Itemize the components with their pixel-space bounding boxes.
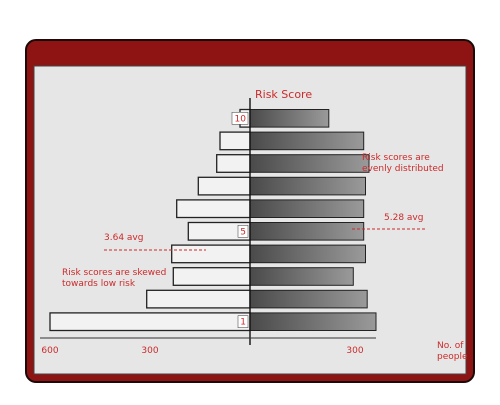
x-axis-label-line: No. of [437, 341, 464, 351]
bar-left-risk-2 [146, 289, 251, 309]
bar-left-risk-8 [216, 154, 251, 173]
x-tick-right: 300 [346, 346, 363, 356]
annotation-note-right: Risk scores are evenly distributed [362, 153, 444, 174]
category-tick-box [237, 315, 249, 329]
bar-left-risk-1 [49, 312, 251, 332]
annotation-line: Risk scores are [362, 153, 430, 163]
category-tick-box [231, 112, 249, 125]
bar-right-risk-8 [249, 154, 370, 173]
annotation-line: 5.28 avg [384, 213, 423, 223]
x-axis-label: No. of people [437, 341, 468, 362]
bar-left-risk-3 [172, 267, 251, 286]
category-tick-box [237, 225, 249, 238]
annotation-line: towards low risk [62, 279, 136, 289]
chart-title: Risk Score [255, 88, 312, 101]
annotation-line: evenly distributed [362, 164, 444, 174]
x-tick-left: 600 [41, 346, 58, 356]
annotation-line: Risk scores are skewed [62, 268, 166, 278]
bar-right-risk-7 [249, 176, 366, 196]
bar-right-risk-6 [249, 199, 365, 218]
category-tick-label: 10 [235, 114, 247, 124]
bar-left-risk-7 [197, 176, 251, 196]
bar-right-risk-2 [249, 289, 368, 309]
bar-left-risk-9 [219, 131, 251, 151]
x-tick-left: 300 [141, 346, 158, 356]
chart-labels: 10 5 1 Risk Score 600 300 300 No. of people 3.64 … [41, 88, 468, 362]
annotation-avg-left: 3.64 avg [104, 233, 143, 243]
bar-right-risk-4 [249, 244, 366, 264]
bar-right-risk-5 [249, 222, 365, 241]
bar-right-risk-3 [249, 267, 354, 286]
bar-right-risk-1 [249, 312, 377, 331]
annotation-avg-right: 5.28 avg [384, 213, 423, 223]
x-axis-label-line: people [437, 352, 468, 362]
bar-left-risk-6 [176, 199, 251, 219]
plot-area [40, 98, 377, 345]
category-tick-label: 5 [240, 227, 246, 237]
bar-left-risk-4 [171, 244, 251, 264]
category-tick-label: 1 [240, 318, 246, 328]
annotation-note-left: Risk scores are skewed towards low risk [62, 268, 166, 289]
annotation-line: 3.64 avg [104, 233, 143, 243]
bar-right-risk-9 [249, 131, 365, 151]
bar-right-risk-10 [249, 109, 330, 128]
